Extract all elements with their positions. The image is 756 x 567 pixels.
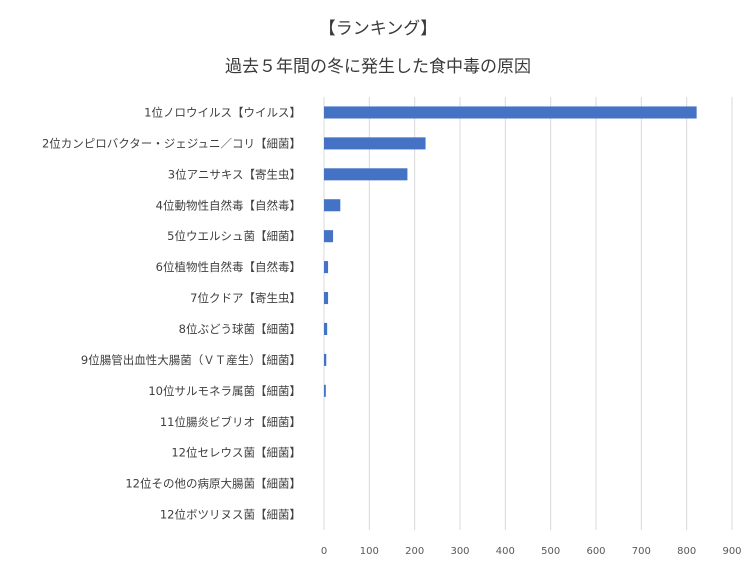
bar-8 — [324, 322, 328, 335]
x-tick-label: 500 — [541, 546, 560, 557]
category-labels: 1位ノロウイルス【ウイルス】 2位カンピロバクター・ジェジュニ／コリ【細菌】 3位ア… — [42, 105, 301, 521]
x-tick-label: 100 — [360, 546, 379, 557]
chart-title: 【ランキング】 — [319, 19, 438, 39]
bar-1 — [324, 106, 697, 119]
category-label: 8位ぶどう球菌【細菌】 — [179, 322, 301, 336]
category-label: 7位クドア【寄生虫】 — [190, 291, 301, 305]
x-tick-label: 700 — [632, 546, 651, 557]
category-label: 4位動物性自然毒【自然毒】 — [156, 198, 301, 212]
bar-10 — [324, 384, 326, 397]
x-tick-label: 400 — [496, 546, 515, 557]
bar-3 — [324, 168, 408, 181]
gridlines — [323, 97, 733, 530]
x-axis-tick-labels: 0 100 200 300 400 500 600 700 800 900 — [321, 546, 742, 557]
bar-5 — [324, 230, 334, 243]
category-label: 12位その他の病原大腸菌【細菌】 — [125, 477, 301, 491]
bar-2 — [324, 137, 426, 150]
x-tick-label: 900 — [722, 546, 741, 557]
bar-7 — [324, 292, 329, 305]
category-label: 1位ノロウイルス【ウイルス】 — [144, 105, 301, 119]
x-tick-label: 0 — [321, 546, 327, 557]
chart-subtitle: 過去５年間の冬に発生した食中毒の原因 — [225, 57, 531, 77]
category-label: 3位アニサキス【寄生虫】 — [168, 167, 301, 181]
x-tick-label: 600 — [586, 546, 605, 557]
category-label: 11位腸炎ビブリオ【細菌】 — [160, 415, 301, 429]
bar-9 — [324, 353, 327, 366]
category-label: 12位ボツリヌス菌【細菌】 — [160, 508, 301, 522]
bar-4 — [324, 199, 341, 212]
x-tick-label: 800 — [677, 546, 696, 557]
category-label: 6位植物性自然毒【自然毒】 — [156, 260, 301, 274]
category-label: 9位腸管出血性大腸菌（ＶＴ産生）【細菌】 — [81, 353, 301, 367]
bars — [324, 106, 697, 397]
category-label: 10位サルモネラ属菌【細菌】 — [148, 384, 301, 398]
category-label: 5位ウエルシュ菌【細菌】 — [167, 229, 301, 243]
category-label: 2位カンピロバクター・ジェジュニ／コリ【細菌】 — [42, 136, 301, 150]
x-tick-label: 300 — [450, 546, 469, 557]
bar-6 — [324, 261, 329, 274]
x-tick-label: 200 — [405, 546, 424, 557]
category-label: 12位セレウス菌【細菌】 — [171, 446, 301, 460]
